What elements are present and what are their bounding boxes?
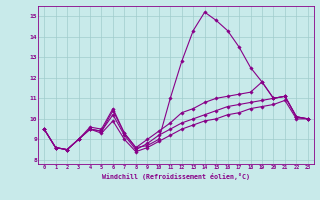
X-axis label: Windchill (Refroidissement éolien,°C): Windchill (Refroidissement éolien,°C) bbox=[102, 173, 250, 180]
